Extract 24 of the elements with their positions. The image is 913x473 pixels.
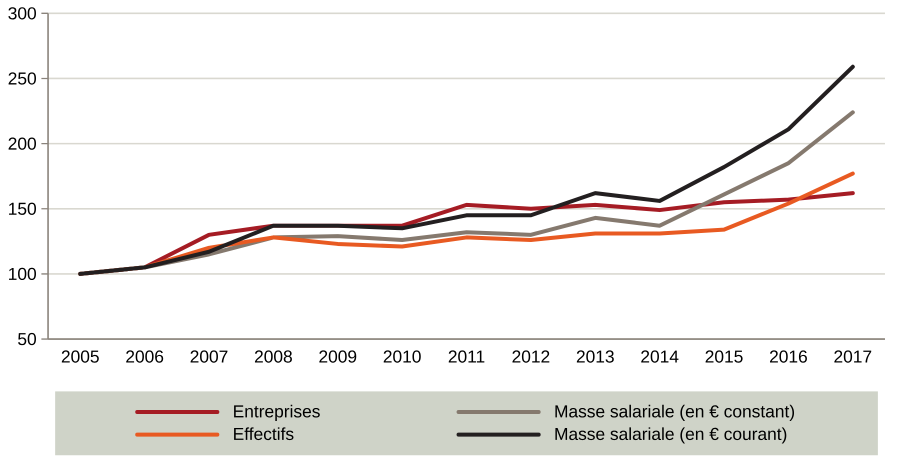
legend-label: Effectifs — [234, 428, 294, 440]
y-tick-label: 300 — [8, 7, 36, 20]
x-tick-label: 2012 — [512, 350, 550, 363]
x-tick-label: 2010 — [384, 350, 421, 363]
x-tick-label: 2017 — [834, 350, 872, 363]
line-series — [78, 64, 855, 276]
y-tick-label: 100 — [9, 268, 36, 280]
x-tick-label: 2013 — [576, 350, 614, 363]
x-tick-label: 2009 — [319, 350, 356, 363]
x-tick-label: 2007 — [190, 350, 228, 363]
y-tick-label: 250 — [8, 72, 36, 85]
y-tick-label: 50 — [18, 333, 36, 346]
x-tick-label: 2008 — [254, 350, 292, 363]
x-tick-label: 2016 — [770, 350, 807, 363]
y-tick-label: 150 — [9, 202, 36, 216]
x-tick-label: 2014 — [641, 350, 678, 363]
legend-label: Entreprises — [234, 404, 320, 422]
legend-label: Masse salariale (en € constant) — [555, 404, 794, 422]
legend-label: Masse salariale (en € courant) — [555, 428, 786, 444]
x-tick-label: 2006 — [126, 350, 164, 363]
y-tick-label: 200 — [8, 138, 36, 150]
x-tick-label: 2015 — [706, 350, 743, 363]
x-tick-label: 2011 — [448, 350, 484, 363]
x-tick-label: 2005 — [62, 350, 99, 363]
